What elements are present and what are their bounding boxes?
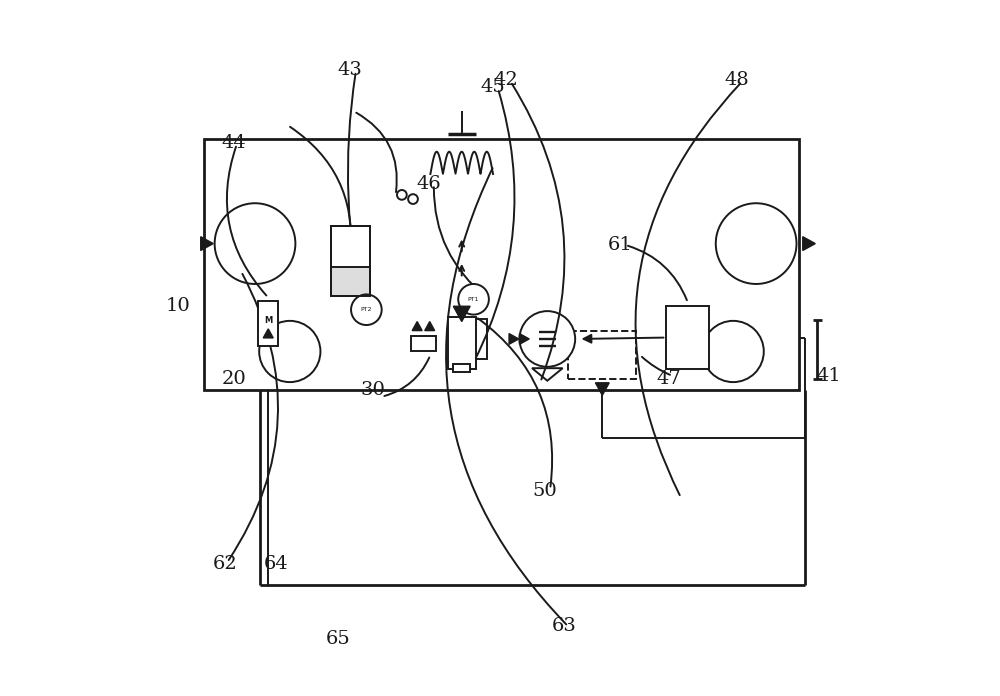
Bar	[331, 226, 370, 296]
Polygon shape	[263, 329, 273, 338]
Polygon shape	[595, 383, 609, 395]
Bar	[568, 331, 636, 379]
Polygon shape	[201, 237, 213, 251]
Circle shape	[716, 203, 796, 284]
Bar	[258, 301, 278, 346]
Text: M: M	[264, 316, 272, 324]
Polygon shape	[453, 306, 470, 322]
Polygon shape	[509, 333, 519, 345]
Text: 50: 50	[533, 482, 558, 500]
Text: PT2: PT2	[361, 307, 372, 313]
Text: PT1: PT1	[468, 296, 479, 302]
Polygon shape	[412, 322, 422, 331]
Text: 46: 46	[417, 175, 441, 193]
Text: 63: 63	[552, 617, 576, 635]
Text: 47: 47	[656, 370, 681, 388]
Bar	[666, 306, 709, 369]
Bar	[453, 364, 470, 372]
Bar	[460, 319, 487, 359]
Text: 44: 44	[222, 134, 247, 152]
Bar	[331, 226, 370, 296]
Bar	[331, 267, 370, 296]
Text: 64: 64	[264, 555, 288, 573]
Circle shape	[703, 321, 764, 382]
Text: 61: 61	[607, 236, 632, 254]
Polygon shape	[803, 237, 815, 251]
Text: 10: 10	[166, 297, 191, 315]
Circle shape	[397, 190, 407, 200]
Bar	[204, 139, 799, 390]
Text: 48: 48	[724, 71, 749, 89]
Circle shape	[351, 294, 382, 325]
Polygon shape	[532, 368, 563, 381]
Text: 42: 42	[493, 71, 518, 89]
Circle shape	[458, 284, 489, 315]
Bar	[411, 336, 436, 351]
Circle shape	[408, 194, 418, 204]
Circle shape	[259, 321, 320, 382]
Polygon shape	[519, 333, 529, 345]
Text: 43: 43	[338, 61, 363, 79]
Text: 30: 30	[361, 381, 386, 399]
Polygon shape	[425, 322, 435, 331]
Text: 65: 65	[326, 630, 351, 648]
Text: 45: 45	[481, 78, 505, 96]
Text: 62: 62	[213, 555, 237, 573]
Circle shape	[519, 311, 575, 367]
Text: 41: 41	[816, 367, 841, 385]
Circle shape	[215, 203, 295, 284]
Text: 20: 20	[222, 370, 247, 388]
Bar	[448, 317, 476, 369]
